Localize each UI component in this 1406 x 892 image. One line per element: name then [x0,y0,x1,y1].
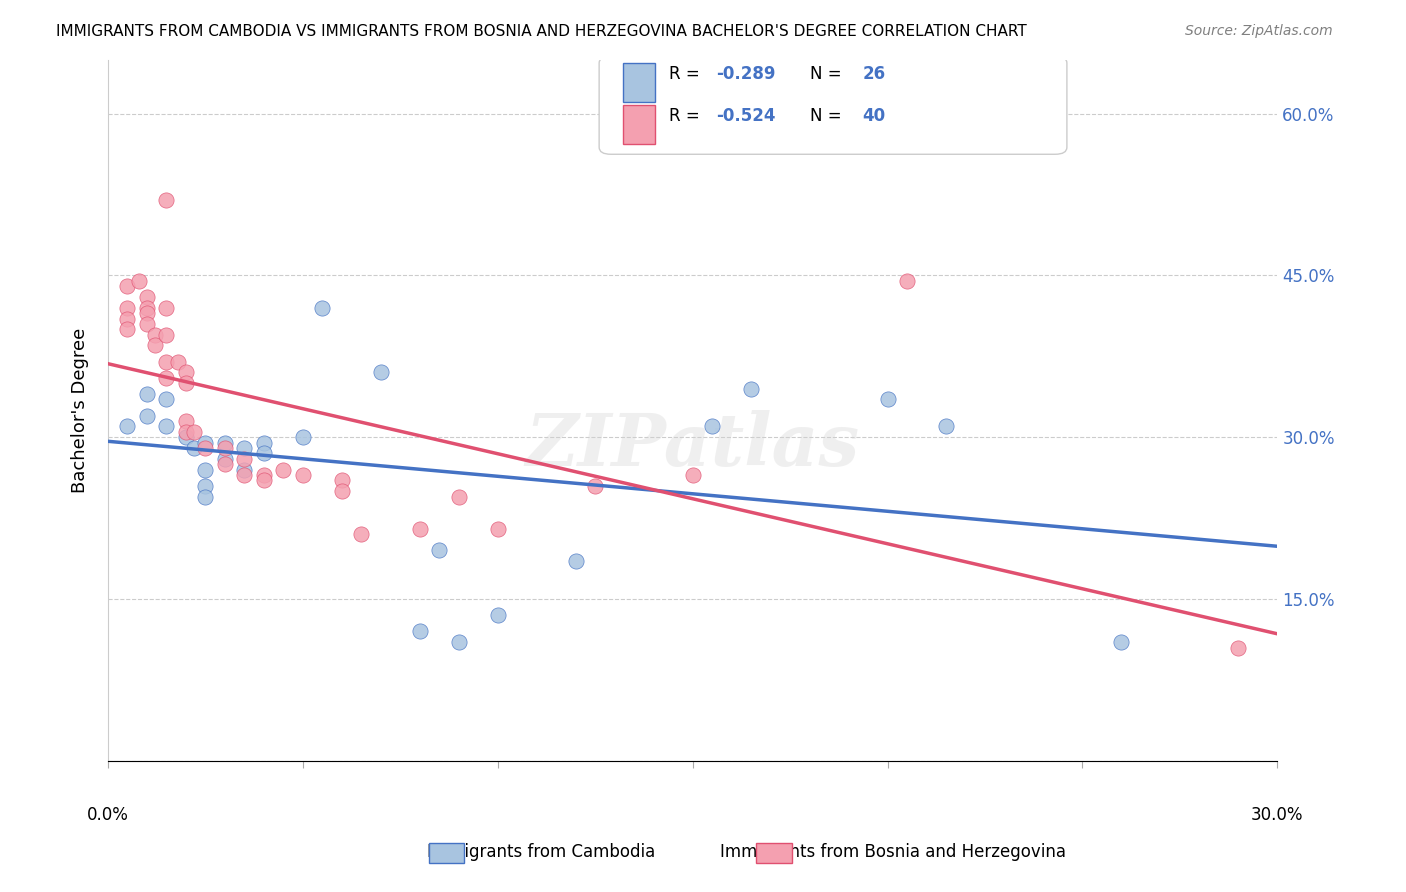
Point [896,274,918,288]
Point [214,435,236,450]
Point [136,387,159,401]
Point [174,376,197,391]
Point [253,467,276,482]
Point [273,462,295,476]
Point [136,301,159,315]
Point [330,473,353,487]
Point [740,382,762,396]
Point [117,279,139,293]
Point [233,467,256,482]
Point [183,425,205,439]
Point [291,430,314,444]
Point [214,441,236,455]
Text: R =: R = [669,64,706,83]
Point [370,366,392,380]
Point [128,274,150,288]
Point [136,317,159,331]
Point [253,473,276,487]
Text: IMMIGRANTS FROM CAMBODIA VS IMMIGRANTS FROM BOSNIA AND HERZEGOVINA BACHELOR'S DE: IMMIGRANTS FROM CAMBODIA VS IMMIGRANTS F… [56,24,1026,38]
Point [136,306,159,320]
Point [564,554,586,568]
Text: N =: N = [810,107,846,125]
Text: 40: 40 [862,107,886,125]
Point [409,624,432,639]
Text: -0.524: -0.524 [716,107,776,125]
Point [117,301,139,315]
FancyBboxPatch shape [623,105,655,144]
Point [427,543,450,558]
Point [214,457,236,471]
Point [682,467,704,482]
Text: 0.0%: 0.0% [87,806,129,824]
Point [486,608,509,623]
Point [174,366,197,380]
Point [935,419,957,434]
Point [136,290,159,304]
Point [174,414,197,428]
Point [1227,640,1250,655]
Text: R =: R = [669,107,706,125]
Point [143,338,166,352]
Point [447,490,470,504]
Point [330,484,353,499]
Point [486,522,509,536]
Text: ZIPatlas: ZIPatlas [526,409,859,481]
Point [167,354,190,368]
Point [155,301,177,315]
Point [194,435,217,450]
Point [155,354,177,368]
Point [155,392,177,407]
Text: Immigrants from Bosnia and Herzegovina: Immigrants from Bosnia and Herzegovina [720,843,1066,861]
Point [409,522,432,536]
Point [350,527,373,541]
Point [155,327,177,342]
Point [583,479,606,493]
Text: Immigrants from Cambodia: Immigrants from Cambodia [427,843,655,861]
Point [233,441,256,455]
Point [117,311,139,326]
Point [291,467,314,482]
Text: -0.289: -0.289 [716,64,776,83]
FancyBboxPatch shape [623,63,655,102]
Text: Source: ZipAtlas.com: Source: ZipAtlas.com [1185,24,1331,38]
Point [702,419,724,434]
Point [174,425,197,439]
Point [155,193,177,207]
Point [194,441,217,455]
Point [233,451,256,466]
Point [1111,635,1133,649]
FancyBboxPatch shape [599,56,1067,154]
Point [311,301,333,315]
Point [194,479,217,493]
Point [876,392,898,407]
Text: N =: N = [810,64,846,83]
Point [233,462,256,476]
Point [447,635,470,649]
Point [183,441,205,455]
Point [155,419,177,434]
Point [117,419,139,434]
Point [253,446,276,460]
Point [253,435,276,450]
Y-axis label: Bachelor's Degree: Bachelor's Degree [72,327,89,493]
Point [117,322,139,336]
Text: 30.0%: 30.0% [1251,806,1303,824]
Point [136,409,159,423]
Point [143,327,166,342]
Point [155,371,177,385]
Text: 26: 26 [862,64,886,83]
Point [194,462,217,476]
Point [174,430,197,444]
Point [194,490,217,504]
Point [214,451,236,466]
